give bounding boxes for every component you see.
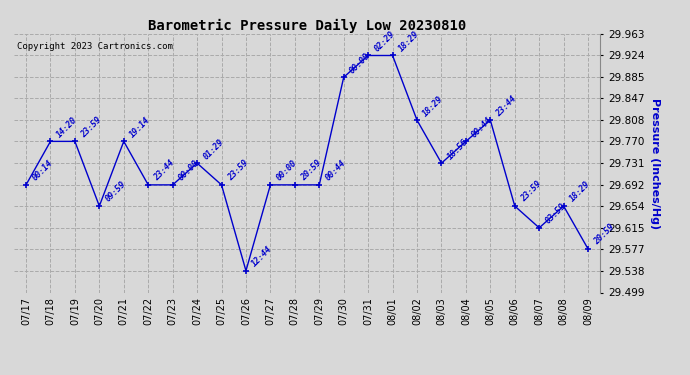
Text: 02:29: 02:29: [373, 29, 396, 53]
Y-axis label: Pressure (Inches/Hg): Pressure (Inches/Hg): [650, 98, 660, 229]
Text: 09:59: 09:59: [104, 180, 128, 204]
Text: 19:14: 19:14: [128, 115, 152, 139]
Text: Copyright 2023 Cartronics.com: Copyright 2023 Cartronics.com: [17, 42, 172, 51]
Text: 23:44: 23:44: [495, 94, 519, 118]
Text: 12:44: 12:44: [250, 244, 274, 268]
Text: 18:29: 18:29: [568, 180, 592, 204]
Text: 18:29: 18:29: [397, 29, 421, 53]
Text: 23:44: 23:44: [152, 159, 177, 183]
Text: 23:59: 23:59: [519, 180, 543, 204]
Text: 20:59: 20:59: [299, 159, 323, 183]
Text: 00:00: 00:00: [275, 159, 299, 183]
Text: 23:59: 23:59: [79, 115, 103, 139]
Text: 00:44: 00:44: [324, 159, 348, 183]
Text: 00:44: 00:44: [470, 115, 494, 139]
Text: 18:56: 18:56: [446, 137, 470, 161]
Title: Barometric Pressure Daily Low 20230810: Barometric Pressure Daily Low 20230810: [148, 18, 466, 33]
Text: 23:59: 23:59: [226, 159, 250, 183]
Text: 01:29: 01:29: [201, 137, 226, 161]
Text: 00:00: 00:00: [177, 159, 201, 183]
Text: 14:20: 14:20: [55, 115, 79, 139]
Text: 20:59: 20:59: [592, 223, 616, 247]
Text: 03:59: 03:59: [543, 202, 567, 226]
Text: 00:14: 00:14: [30, 159, 55, 183]
Text: 18:29: 18:29: [421, 94, 445, 118]
Text: 00:00: 00:00: [348, 51, 372, 75]
